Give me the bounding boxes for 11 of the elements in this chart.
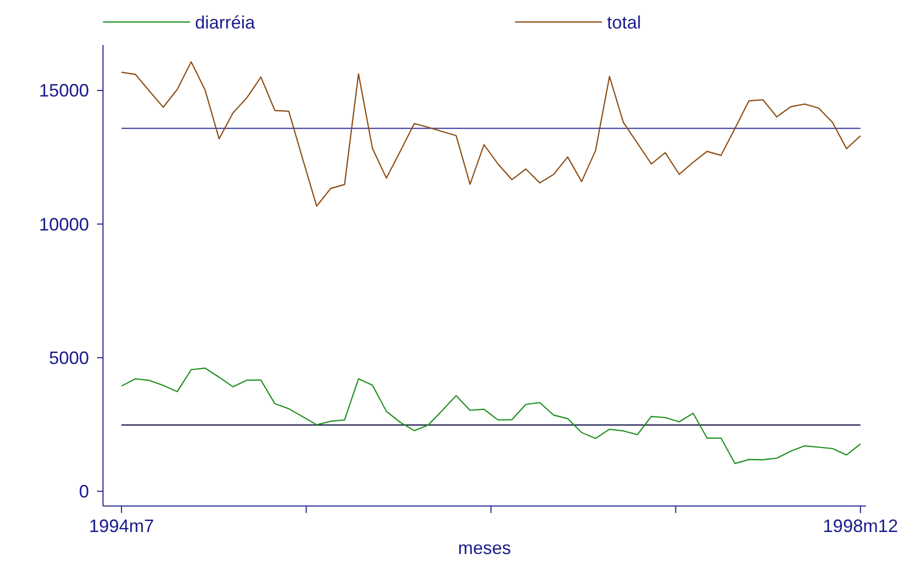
x-tick-label: 1998m12 — [822, 516, 898, 536]
y-tick-label: 0 — [78, 482, 89, 502]
legend-label: total — [607, 12, 642, 32]
line-series — [120, 61, 862, 207]
legend-label: diarréia — [195, 12, 256, 32]
y-tick-label: 15000 — [38, 80, 89, 101]
line-series — [120, 368, 862, 464]
y-tick-label: 10000 — [38, 214, 89, 234]
y-tick-label: 5000 — [48, 348, 89, 368]
x-axis-title: meses — [458, 538, 512, 558]
x-tick-label: 1994m7 — [88, 516, 154, 536]
